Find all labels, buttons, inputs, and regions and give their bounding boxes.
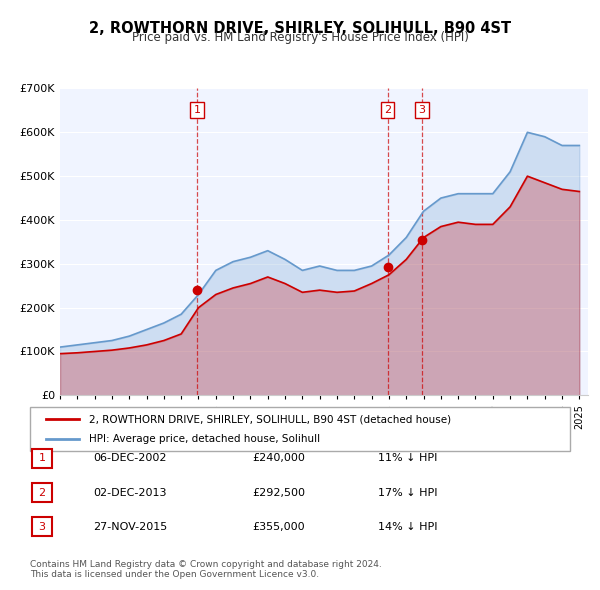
Text: 14% ↓ HPI: 14% ↓ HPI	[378, 522, 437, 532]
Text: 1: 1	[38, 454, 46, 463]
Text: 2: 2	[38, 488, 46, 497]
Text: £240,000: £240,000	[252, 454, 305, 463]
Text: Price paid vs. HM Land Registry's House Price Index (HPI): Price paid vs. HM Land Registry's House …	[131, 31, 469, 44]
Text: 1: 1	[194, 105, 200, 115]
Text: HPI: Average price, detached house, Solihull: HPI: Average price, detached house, Soli…	[89, 434, 320, 444]
Text: 02-DEC-2013: 02-DEC-2013	[93, 488, 167, 497]
FancyBboxPatch shape	[32, 483, 52, 502]
FancyBboxPatch shape	[32, 449, 52, 468]
Text: 17% ↓ HPI: 17% ↓ HPI	[378, 488, 437, 497]
Text: 27-NOV-2015: 27-NOV-2015	[93, 522, 167, 532]
FancyBboxPatch shape	[30, 407, 570, 451]
Text: 3: 3	[418, 105, 425, 115]
Text: 2: 2	[384, 105, 391, 115]
Text: 3: 3	[38, 522, 46, 532]
Text: £292,500: £292,500	[252, 488, 305, 497]
FancyBboxPatch shape	[32, 517, 52, 536]
Text: Contains HM Land Registry data © Crown copyright and database right 2024.
This d: Contains HM Land Registry data © Crown c…	[30, 560, 382, 579]
Text: 06-DEC-2002: 06-DEC-2002	[93, 454, 167, 463]
Text: 2, ROWTHORN DRIVE, SHIRLEY, SOLIHULL, B90 4ST: 2, ROWTHORN DRIVE, SHIRLEY, SOLIHULL, B9…	[89, 21, 511, 35]
Text: 2, ROWTHORN DRIVE, SHIRLEY, SOLIHULL, B90 4ST (detached house): 2, ROWTHORN DRIVE, SHIRLEY, SOLIHULL, B9…	[89, 415, 452, 424]
Text: £355,000: £355,000	[252, 522, 305, 532]
Text: 11% ↓ HPI: 11% ↓ HPI	[378, 454, 437, 463]
